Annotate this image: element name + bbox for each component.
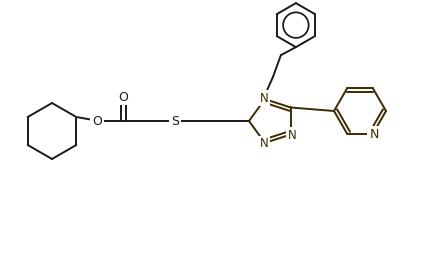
Text: S: S [171,114,179,127]
Text: O: O [118,90,128,104]
Text: N: N [260,137,268,150]
Text: O: O [92,114,102,127]
Text: N: N [288,129,297,142]
Text: N: N [369,128,379,141]
Text: N: N [260,92,268,105]
